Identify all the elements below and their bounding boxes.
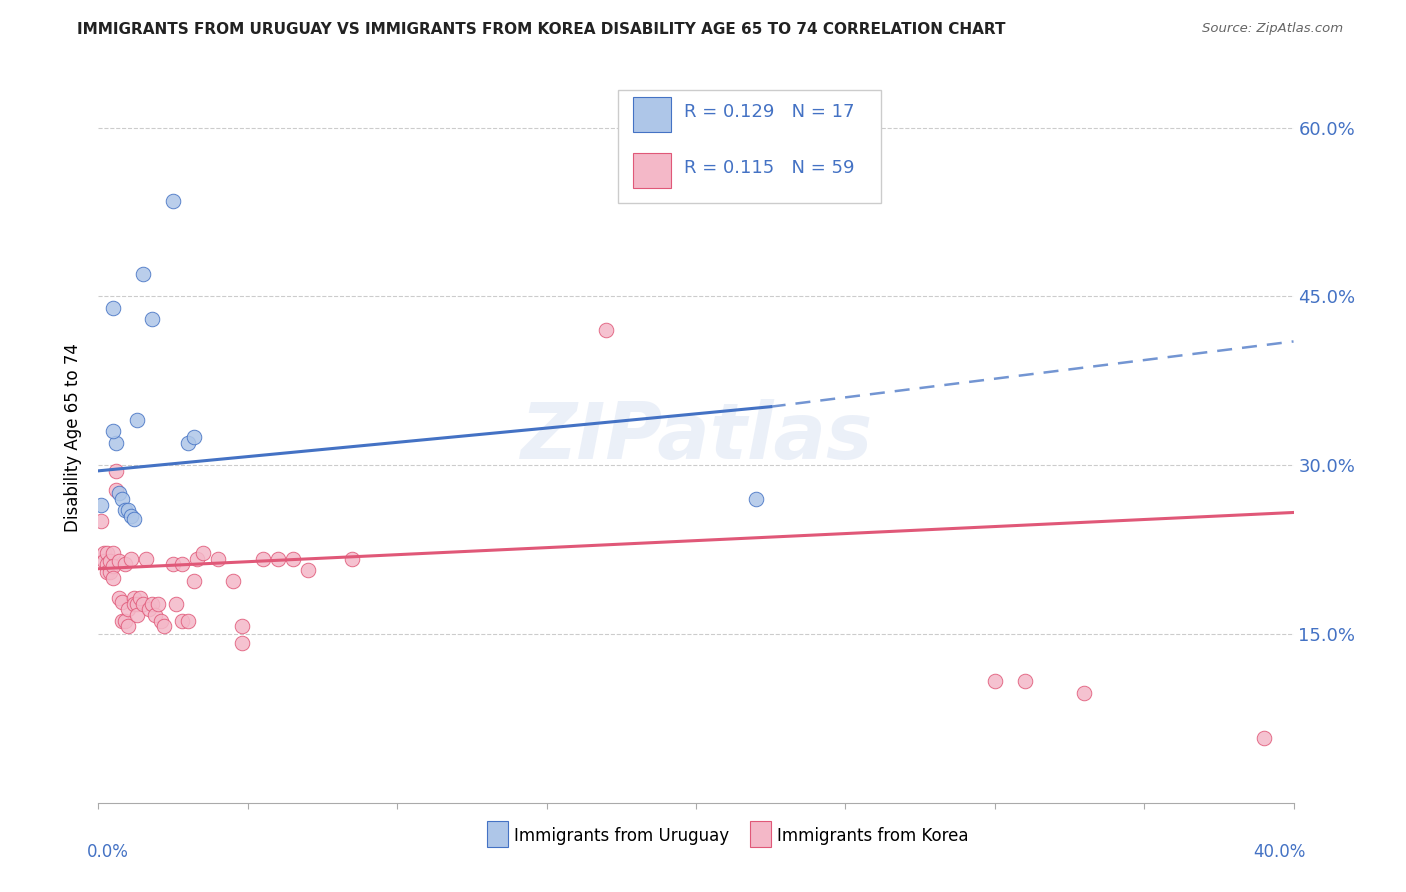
Text: R = 0.129   N = 17: R = 0.129 N = 17 xyxy=(685,103,855,120)
Point xyxy=(124,597,146,611)
FancyBboxPatch shape xyxy=(619,90,882,203)
Point xyxy=(111,491,134,506)
Y-axis label: Disability Age 65 to 74: Disability Age 65 to 74 xyxy=(65,343,83,532)
Point xyxy=(165,597,187,611)
Point xyxy=(114,503,136,517)
Point xyxy=(177,435,200,450)
Point xyxy=(96,558,118,572)
Bar xyxy=(486,821,509,847)
Point xyxy=(117,619,139,633)
Point xyxy=(90,498,112,512)
Point xyxy=(186,551,208,566)
Point xyxy=(162,558,184,572)
Point xyxy=(98,565,122,579)
Point xyxy=(138,602,160,616)
Point xyxy=(150,614,173,628)
Text: 0.0%: 0.0% xyxy=(87,843,128,861)
Point xyxy=(103,546,125,560)
Point xyxy=(775,182,797,196)
Point xyxy=(103,301,125,315)
Point xyxy=(117,503,139,517)
Point xyxy=(267,551,290,566)
Bar xyxy=(633,153,671,188)
Point xyxy=(984,674,1007,689)
Point xyxy=(281,551,304,566)
Point xyxy=(98,554,122,568)
Text: IMMIGRANTS FROM URUGUAY VS IMMIGRANTS FROM KOREA DISABILITY AGE 65 TO 74 CORRELA: IMMIGRANTS FROM URUGUAY VS IMMIGRANTS FR… xyxy=(77,22,1005,37)
Point xyxy=(108,554,131,568)
Point xyxy=(120,551,142,566)
Point xyxy=(132,597,155,611)
Point xyxy=(183,430,205,444)
Point xyxy=(1073,685,1095,699)
Point xyxy=(103,425,125,439)
Point xyxy=(127,597,149,611)
Text: R = 0.115   N = 59: R = 0.115 N = 59 xyxy=(685,159,855,178)
Point xyxy=(111,614,134,628)
Text: Immigrants from Korea: Immigrants from Korea xyxy=(778,827,969,845)
Point xyxy=(745,491,768,506)
Point xyxy=(342,551,364,566)
Point xyxy=(231,636,253,650)
Point xyxy=(127,607,149,622)
Point xyxy=(114,558,136,572)
Point xyxy=(103,559,125,574)
Point xyxy=(141,597,163,611)
Text: Immigrants from Uruguay: Immigrants from Uruguay xyxy=(515,827,730,845)
Point xyxy=(108,486,131,500)
Point xyxy=(183,574,205,588)
Point xyxy=(96,565,118,579)
Point xyxy=(252,551,274,566)
Point xyxy=(207,551,229,566)
Point xyxy=(111,595,134,609)
Point xyxy=(1014,674,1036,689)
Point xyxy=(231,619,253,633)
Point xyxy=(153,619,176,633)
Point xyxy=(297,563,319,577)
Point xyxy=(148,597,170,611)
Point xyxy=(141,312,163,326)
Point xyxy=(93,554,115,568)
Point xyxy=(105,483,128,497)
Point xyxy=(105,435,128,450)
Point xyxy=(595,323,617,337)
Point xyxy=(129,591,152,605)
Bar xyxy=(749,821,772,847)
Text: 40.0%: 40.0% xyxy=(1253,843,1306,861)
Point xyxy=(108,591,131,605)
Bar xyxy=(633,97,671,132)
Point xyxy=(117,602,139,616)
Point xyxy=(114,614,136,628)
Point xyxy=(162,194,184,208)
Point xyxy=(120,508,142,523)
Text: ZIPatlas: ZIPatlas xyxy=(520,399,872,475)
Point xyxy=(172,614,194,628)
Point xyxy=(132,267,155,281)
Point xyxy=(96,546,118,560)
Point xyxy=(1253,731,1275,745)
Point xyxy=(685,160,707,174)
Point xyxy=(124,591,146,605)
Point xyxy=(135,551,157,566)
Point xyxy=(143,607,166,622)
Point xyxy=(172,558,194,572)
Point xyxy=(222,574,245,588)
Point xyxy=(177,614,200,628)
Point xyxy=(191,546,214,560)
Text: Source: ZipAtlas.com: Source: ZipAtlas.com xyxy=(1202,22,1343,36)
Point xyxy=(105,464,128,478)
Point xyxy=(127,413,149,427)
Point xyxy=(103,571,125,585)
Point xyxy=(90,515,112,529)
Point xyxy=(124,512,146,526)
Point xyxy=(93,546,115,560)
